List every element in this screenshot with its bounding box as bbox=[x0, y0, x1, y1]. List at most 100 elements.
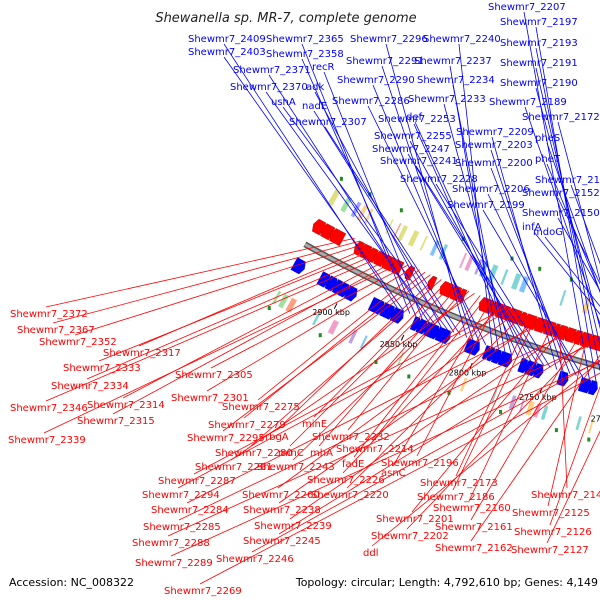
reverse-gene-label: Shewmr7_2287 bbox=[158, 476, 236, 487]
reverse-gene-label: Shewmr7_2196 bbox=[381, 458, 459, 469]
reverse-gene-label: Shewmr7_2314 bbox=[87, 400, 165, 411]
fwd-leader-line bbox=[557, 121, 600, 283]
rev-leader-line bbox=[346, 312, 526, 489]
forward-gene-label: Shewmr7_2166 bbox=[535, 175, 600, 186]
fwd-leader-line bbox=[458, 43, 493, 348]
tick-label: 2700 kbp bbox=[591, 414, 600, 423]
rev-leader-line bbox=[43, 261, 404, 434]
cog-feature bbox=[340, 196, 353, 213]
forward-gene-label: Shewmr7_2371 bbox=[233, 65, 311, 76]
reverse-gene-label: Shewmr7_2220 bbox=[311, 490, 389, 501]
reverse-gene-label: Shewmr7_2315 bbox=[77, 416, 155, 427]
forward-gene-label: Shewmr7_2307 bbox=[289, 117, 367, 128]
forward-gene-label: pheT bbox=[535, 154, 561, 165]
rev-leader-line bbox=[546, 430, 600, 544]
rev-leader-line bbox=[406, 334, 594, 530]
rna-feature bbox=[407, 374, 411, 379]
cog-feature bbox=[491, 389, 498, 403]
reverse-gene-label: asnC bbox=[381, 468, 406, 479]
forward-gene-label: adk bbox=[306, 82, 324, 93]
rev-leader-line bbox=[392, 299, 492, 467]
fwd-leader-line bbox=[223, 56, 404, 312]
reverse-gene-label: Shewmr7_2305 bbox=[175, 370, 253, 381]
reverse-gene-label: mhA bbox=[310, 448, 333, 459]
rev-leader-line bbox=[353, 295, 481, 458]
reverse-gene-label: fadE bbox=[342, 459, 364, 470]
forward-gene-label: Shewmr7_2255 bbox=[374, 131, 452, 142]
cog-feature bbox=[464, 254, 475, 272]
gene-labels: Shewmr7_2409Shewmr7_2403Shewmr7_2365Shew… bbox=[8, 2, 600, 597]
feature-rings bbox=[267, 176, 600, 442]
rev-leader-line bbox=[222, 274, 431, 432]
forward-gene-label: Shewmr7_2237 bbox=[414, 56, 492, 67]
cog-feature bbox=[356, 204, 368, 221]
rev-leader-line bbox=[277, 310, 520, 489]
rev-leader-line bbox=[289, 283, 453, 447]
fwd-leader-line bbox=[301, 43, 411, 314]
cog-feature bbox=[588, 419, 594, 434]
rev-leader-line bbox=[347, 288, 464, 431]
forward-gene-label: Shewmr7_2296 bbox=[350, 34, 428, 45]
forward-gene-label: ushA bbox=[271, 97, 296, 108]
forward-gene-label: recR bbox=[312, 62, 335, 73]
forward-gene-label: Shewmr7_2209 bbox=[456, 127, 534, 138]
reverse-gene-label: Shewmr7_2238 bbox=[243, 505, 321, 516]
tick-label: 2900 kbp bbox=[312, 308, 350, 317]
fwd-leader-line bbox=[443, 103, 512, 355]
gene-feature bbox=[518, 311, 528, 327]
forward-gene-label: Shewmr7_2409 bbox=[188, 34, 266, 45]
fwd-leader-line bbox=[414, 121, 525, 359]
fwd-leader-line bbox=[385, 43, 467, 338]
tick-mark bbox=[333, 303, 338, 309]
cog-feature bbox=[575, 416, 582, 431]
fwd-leader-line bbox=[313, 110, 455, 333]
cog-feature bbox=[327, 319, 339, 335]
tick-label: 2850 kbp bbox=[380, 340, 418, 349]
fwd-leader-line bbox=[314, 91, 442, 328]
reverse-gene-label: Shewmr7_2127 bbox=[511, 545, 589, 556]
outer-rna-ring bbox=[267, 306, 591, 442]
rev-leader-line bbox=[45, 237, 355, 308]
forward-gene-label: Shewmr7_2291 bbox=[346, 56, 424, 67]
rna-feature bbox=[499, 409, 503, 414]
rev-leader-line bbox=[318, 286, 459, 447]
forward-gene-label: Shewmr7_2228 bbox=[400, 174, 478, 185]
forward-gene-label: Shewmr7_2150 bbox=[522, 208, 600, 219]
rna-feature bbox=[399, 208, 403, 213]
reverse-gene-label: Shewmr7_2281 bbox=[195, 462, 273, 473]
fwd-leader-line bbox=[557, 217, 600, 292]
cog-feature bbox=[533, 403, 542, 418]
reverse-gene-label: Shewmr7_2246 bbox=[216, 554, 294, 565]
gene-feature bbox=[587, 380, 598, 396]
rna-feature bbox=[447, 390, 451, 395]
reverse-gene-label: Shewmr7_2285 bbox=[143, 522, 221, 533]
forward-cog-ring bbox=[272, 290, 594, 434]
cog-feature bbox=[285, 297, 297, 313]
reverse-gene-label: Shewmr7_2202 bbox=[371, 531, 449, 542]
reverse-gene-label: Shewmr7_2245 bbox=[243, 536, 321, 547]
reverse-gene-label: Shewmr7_2352 bbox=[39, 337, 117, 348]
rev-leader-line bbox=[547, 332, 589, 507]
rev-leader-line bbox=[177, 308, 515, 489]
rev-leader-line bbox=[193, 305, 509, 475]
reverse-gene-label: rbgA bbox=[265, 432, 289, 443]
forward-gene-label: Shewmr7_2240 bbox=[423, 34, 501, 45]
gene-feature bbox=[290, 257, 306, 275]
accession-text: Accession: NC_008322 bbox=[9, 576, 134, 589]
rev-leader-line bbox=[251, 359, 600, 553]
tick-label: 2750 kbp bbox=[519, 393, 557, 402]
fwd-leader-line bbox=[482, 209, 584, 378]
fwd-leader-line bbox=[323, 71, 423, 320]
rna-feature bbox=[587, 437, 591, 442]
gene-feature bbox=[434, 326, 451, 345]
reverse-gene-label: Shewmr7_2275 bbox=[222, 402, 300, 413]
reverse-gene-label: Shewmr7_2126 bbox=[514, 527, 592, 538]
rev-leader-line bbox=[257, 269, 420, 401]
rev-leader-line bbox=[292, 290, 470, 461]
forward-gene-label: Shewmr7_2200 bbox=[455, 158, 533, 169]
reverse-gene-label: Shewmr7_2173 bbox=[420, 478, 498, 489]
gene-feature bbox=[449, 285, 463, 302]
fwd-leader-line bbox=[435, 183, 551, 368]
tick-label: 2800 kbp bbox=[449, 368, 487, 377]
